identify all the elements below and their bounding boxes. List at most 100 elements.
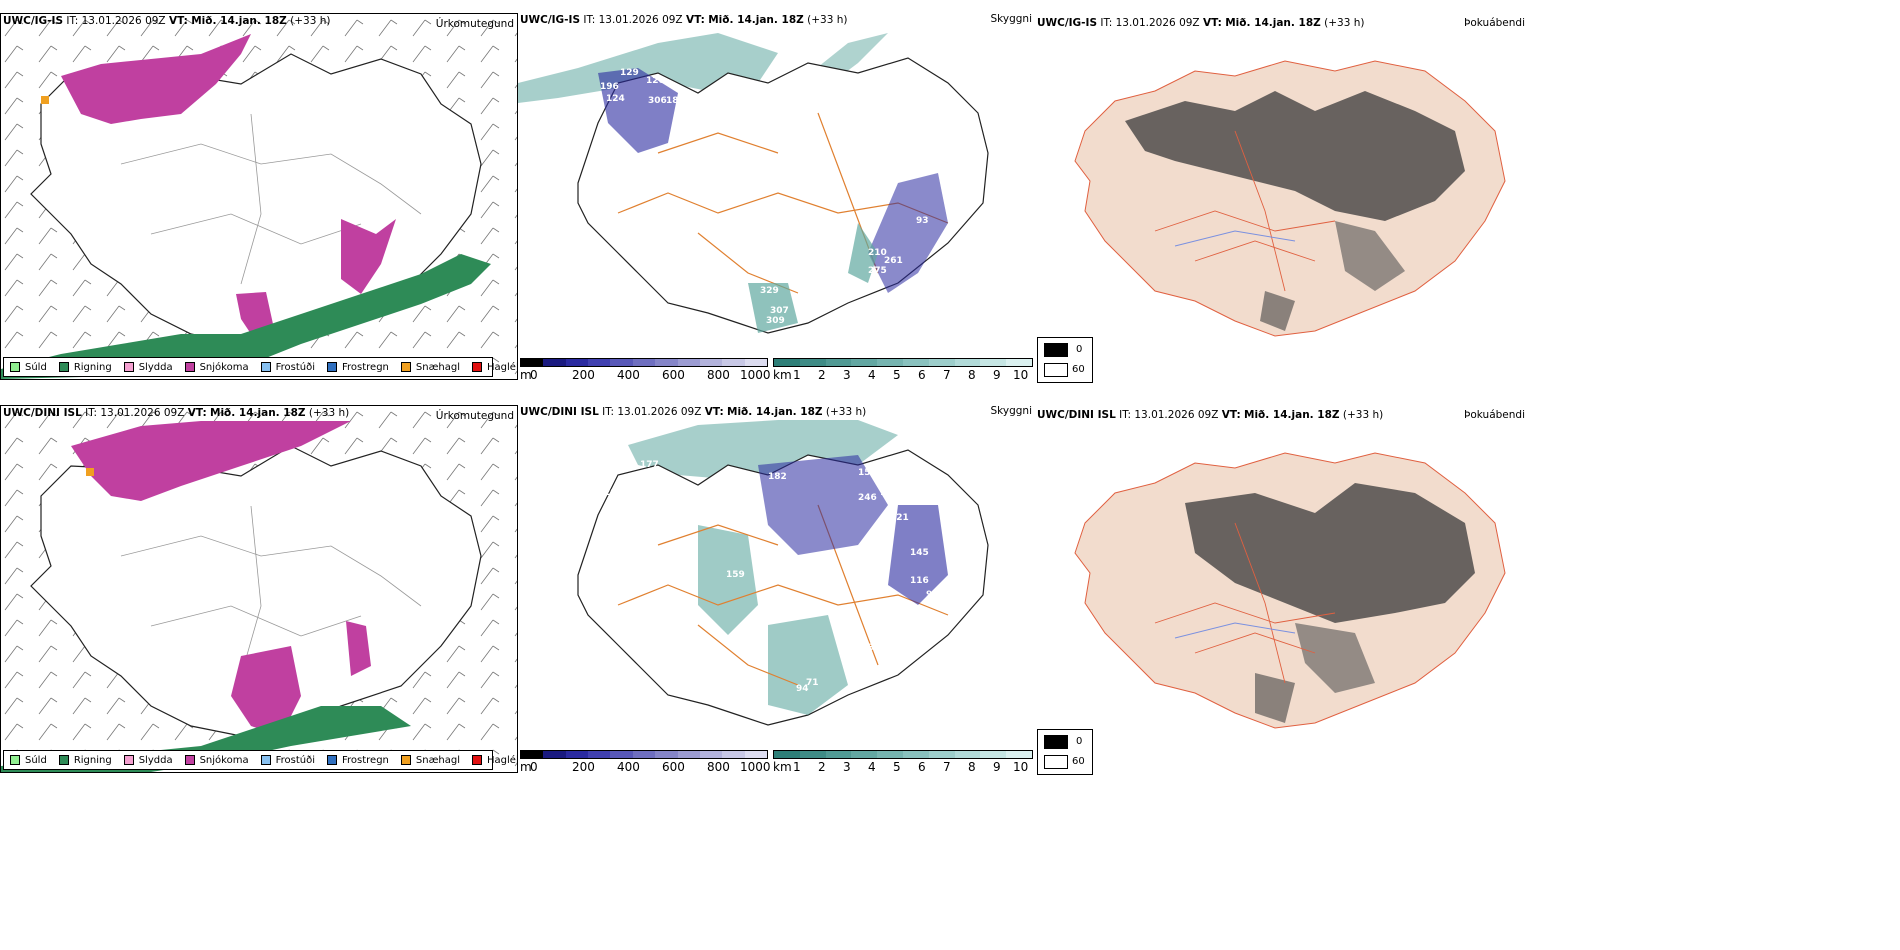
precip-header-top: UWC/IG-IS IT: 13.01.2026 09Z VT: Mið. 14…	[3, 15, 330, 27]
iceland-outline	[577, 449, 989, 726]
height-tick: 800	[707, 368, 730, 382]
height-colorbar-strip	[520, 358, 768, 367]
vis-tick: 1	[793, 760, 801, 774]
vis-label: 94	[796, 684, 809, 694]
fog-swatch-high	[1044, 735, 1068, 749]
legend-swatch	[123, 755, 134, 765]
it-value: 13.01.2026 09Z	[100, 407, 185, 419]
vis-tick: 8	[968, 368, 976, 382]
vis-label: 93	[916, 216, 929, 226]
lead-time: (+33 h)	[807, 14, 848, 26]
legend-swatch	[58, 362, 69, 372]
it-label: IT:	[1100, 17, 1113, 29]
lead-time: (+33 h)	[1342, 409, 1384, 421]
fog-legend-high: 0	[1076, 344, 1083, 355]
height-tick: 0	[530, 368, 538, 382]
legend-swatch	[58, 755, 69, 765]
fog-legend-low: 60	[1072, 756, 1085, 767]
legend-item-sudl: Súld	[10, 755, 47, 766]
height-tick: 400	[617, 760, 640, 774]
lead-time: (+33 h)	[1324, 17, 1365, 29]
legend-label: Snjókoma	[199, 361, 249, 373]
vt-label: VT:	[704, 406, 724, 418]
vis-label: 275	[868, 266, 887, 276]
snow-area	[61, 34, 251, 124]
it-value: 13.01.2026 09Z	[1134, 409, 1219, 421]
precip-map-top	[1, 14, 517, 379]
legend-label: Slydda	[138, 754, 173, 766]
it-value: 13.01.2026 09Z	[598, 14, 683, 26]
vis-label: 318	[808, 578, 827, 588]
vis-label: 246	[858, 493, 877, 503]
fog-header-top: UWC/IG-IS IT: 13.01.2026 09Z VT: Mið. 14…	[1037, 17, 1364, 29]
vis-tick: 7	[943, 760, 951, 774]
legend-item-frostudi: Frostúði	[260, 362, 315, 373]
model-name: UWC/IG-IS	[3, 15, 64, 27]
legend-label: Rigning	[73, 754, 112, 766]
it-label: IT:	[583, 14, 596, 26]
vis-title-bottom: Skyggni	[990, 405, 1033, 417]
vis-tick: 2	[818, 368, 826, 382]
vis-map-top: 129 120 196 124 306 188 63 93 210 275 26…	[518, 33, 989, 334]
it-label: IT:	[1119, 409, 1132, 421]
legend-swatch	[260, 362, 271, 372]
vis-unit: km	[773, 760, 792, 774]
it-label: IT:	[85, 407, 98, 419]
legend-label: Frostúði	[275, 754, 315, 766]
fog-swatch-low	[1044, 363, 1068, 377]
vt-value: Mið. 14.jan. 18Z	[1225, 17, 1321, 29]
legend-label: Snæhagl	[415, 754, 461, 766]
legend-swatch	[472, 755, 483, 765]
vis-tick: 9	[993, 368, 1001, 382]
legend-item-slydda: Slydda	[123, 754, 173, 766]
lead-time: (+33 h)	[290, 15, 331, 27]
legend-item-snaehagl: Snæhagl	[400, 754, 461, 766]
height-tick: 600	[662, 368, 685, 382]
vis-tick: 3	[843, 368, 851, 382]
legend-swatch	[327, 362, 337, 372]
height-tick: 800	[707, 760, 730, 774]
vis-label: 204	[604, 488, 623, 498]
legend-item-slydda: Slydda	[123, 362, 173, 373]
vis-label: 99	[786, 149, 799, 159]
legend-swatch	[400, 362, 411, 372]
vis-colorbar-top: km 1 2 3 4 5 6 7 8 9 10	[773, 358, 1033, 382]
height-tick: 400	[617, 368, 640, 382]
it-value: 13.01.2026 09Z	[617, 406, 702, 418]
model-name: UWC/DINI ISL	[1037, 409, 1116, 421]
lead-time: (+33 h)	[825, 406, 867, 418]
vis-tick: 10	[1013, 760, 1029, 774]
vis-header-bottom: UWC/DINI ISL IT: 13.01.2026 09Z VT: Mið.…	[520, 406, 866, 418]
legend-label: Súld	[25, 754, 47, 766]
legend-swatch	[472, 362, 483, 372]
model-name: UWC/DINI ISL	[3, 407, 82, 419]
it-label: IT:	[66, 15, 79, 27]
legend-item-snjokoma: Snjókoma	[184, 755, 249, 766]
height-tick: 1000	[740, 760, 771, 774]
precip-title-bottom: Úrkomutegund	[435, 410, 514, 422]
legend-item-frostregn: Frostregn	[327, 362, 389, 373]
height-tick: 1000	[740, 368, 771, 382]
vis-label: 129	[620, 68, 639, 78]
height-tick: 600	[662, 760, 685, 774]
legend-item-sudl: Súld	[10, 362, 47, 373]
vis-colorbar-strip	[773, 358, 1033, 367]
precip-legend-top: Súld Rigning Slydda Snjókoma Frostúði Fr…	[3, 357, 519, 377]
vis-tick: 4	[868, 760, 876, 774]
vis-label: 182	[768, 472, 787, 482]
legend-label: Haglél	[487, 361, 519, 373]
vis-panel-top: 129 120 196 124 306 188 63 93 210 275 26…	[518, 13, 1035, 382]
rain-area	[1, 254, 491, 379]
lead-time: (+33 h)	[308, 407, 350, 419]
vis-label: 307	[770, 306, 789, 316]
fog-legend-low: 60	[1072, 364, 1085, 375]
legend-label: Frostregn	[342, 361, 389, 373]
vis-tick: 5	[893, 760, 901, 774]
legend-item-rigning: Rigning	[58, 362, 112, 373]
vis-tick: 8	[968, 760, 976, 774]
fog-swatch-low	[1044, 755, 1068, 769]
vis-label: 116	[910, 576, 929, 586]
vis-label: 120	[646, 76, 665, 86]
vis-tick: 10	[1013, 368, 1029, 382]
legend-item-snjokoma: Snjókoma	[184, 361, 249, 373]
